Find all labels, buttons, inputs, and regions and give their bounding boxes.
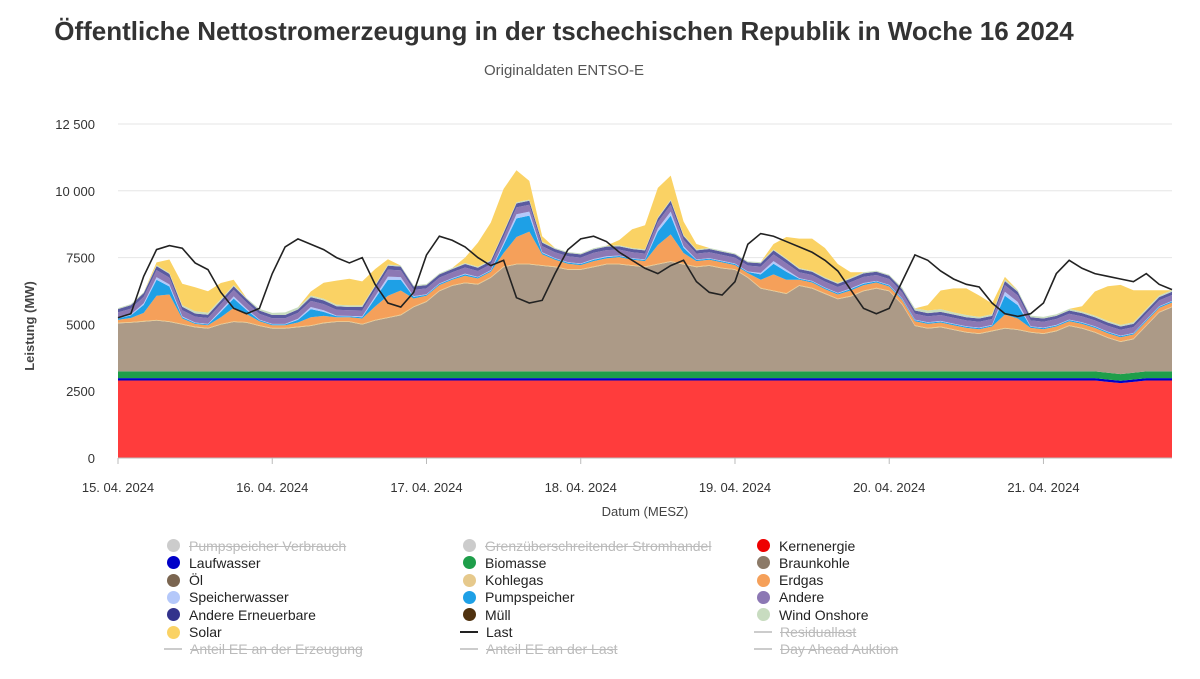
legend-item-kernenergie[interactable]: Kernenergie xyxy=(750,537,855,554)
legend-label: Grenzüberschreitender Stromhandel xyxy=(485,537,712,554)
legend-label: Wind Onshore xyxy=(779,606,869,623)
legend-item-pumpspeicher[interactable]: Pumpspeicher xyxy=(456,589,575,606)
legend-dot-marker xyxy=(463,556,476,570)
legend-dot-marker xyxy=(757,608,770,622)
x-tick-label: 20. 04. 2024 xyxy=(853,480,925,495)
legend-label: Erdgas xyxy=(779,572,824,589)
x-tick-label: 19. 04. 2024 xyxy=(699,480,771,495)
legend-item-m-ll[interactable]: Müll xyxy=(456,606,511,623)
legend-item-biomasse[interactable]: Biomasse xyxy=(456,554,546,571)
legend-line-marker xyxy=(460,631,478,633)
legend-label: Anteil EE an der Last xyxy=(486,641,618,658)
y-tick-label: 0 xyxy=(88,451,95,466)
legend-item-day-ahead-auktion[interactable]: Day Ahead Auktion xyxy=(750,641,898,658)
legend-dot-marker xyxy=(167,608,180,622)
legend-label: Last xyxy=(486,624,513,640)
legend-dot-marker xyxy=(167,625,180,639)
legend-item-andere-erneuerbare[interactable]: Andere Erneuerbare xyxy=(160,606,316,623)
legend-label: Speicherwasser xyxy=(189,589,289,606)
legend-dot-marker xyxy=(167,573,180,587)
legend-dot-marker xyxy=(463,539,476,552)
area-biomasse[interactable] xyxy=(118,371,1172,381)
x-tick-label: 18. 04. 2024 xyxy=(545,480,617,495)
legend-line-marker xyxy=(754,631,772,633)
area-erdgas[interactable] xyxy=(118,231,1172,342)
legend-label: Andere Erneuerbare xyxy=(189,606,316,623)
legend-dot-marker xyxy=(463,573,476,587)
legend-item-solar[interactable]: Solar xyxy=(160,624,222,641)
x-axis-title: Datum (MESZ) xyxy=(602,504,689,519)
legend-dot-marker xyxy=(463,608,476,622)
legend-item-laufwasser[interactable]: Laufwasser xyxy=(160,554,261,571)
y-tick-label: 10 000 xyxy=(55,184,95,199)
legend-line-marker xyxy=(164,648,182,651)
legend-label: Müll xyxy=(485,606,511,623)
legend-item-kohlegas[interactable]: Kohlegas xyxy=(456,572,543,589)
legend-label: Öl xyxy=(189,572,203,589)
x-tick-label: 15. 04. 2024 xyxy=(82,480,154,495)
legend-dot-marker xyxy=(757,573,770,587)
legend-item-braunkohle[interactable]: Braunkohle xyxy=(750,554,850,571)
y-axis-title: Leistung (MW) xyxy=(22,281,37,371)
y-axis: 0 2500 5000 7500 10 000 12 500 xyxy=(55,117,95,466)
area-solar[interactable] xyxy=(118,170,1172,325)
legend-label: Laufwasser xyxy=(189,554,261,571)
legend-line-marker xyxy=(460,648,478,651)
legend-label: Residuallast xyxy=(780,624,857,640)
area-kernenergie[interactable] xyxy=(118,380,1172,458)
legend-item-residuallast[interactable]: Residuallast xyxy=(750,624,856,641)
line-last[interactable] xyxy=(117,232,1173,319)
legend-dot-marker xyxy=(757,590,770,604)
y-tick-label: 12 500 xyxy=(55,117,95,132)
x-tick-label: 16. 04. 2024 xyxy=(236,480,308,495)
stacked-area-chart[interactable]: 0 2500 5000 7500 10 000 12 500 15. 04. 2024 16… xyxy=(0,100,1200,530)
area-laufwasser[interactable] xyxy=(118,378,1172,384)
legend-label: Biomasse xyxy=(485,554,547,571)
legend-dot-marker xyxy=(463,590,476,604)
area-braunkohle[interactable] xyxy=(118,261,1172,375)
legend-dot-marker xyxy=(167,556,180,570)
legend-item-last[interactable]: Last xyxy=(456,624,512,641)
legend-label: Day Ahead Auktion xyxy=(780,641,899,658)
x-tick-label: 17. 04. 2024 xyxy=(390,480,462,495)
x-axis: 15. 04. 2024 16. 04. 2024 17. 04. 2024 18. … xyxy=(82,457,1172,495)
legend-item-andere[interactable]: Andere xyxy=(750,589,824,606)
legend-item-speicherwasser[interactable]: Speicherwasser xyxy=(160,589,289,606)
y-tick-label: 5000 xyxy=(66,317,95,332)
legend-item--l[interactable]: Öl xyxy=(160,572,203,589)
legend-label: Pumpspeicher Verbrauch xyxy=(189,537,347,554)
chart-subtitle: Originaldaten ENTSO-E xyxy=(483,62,645,79)
y-tick-label: 7500 xyxy=(66,251,95,266)
legend-label: Braunkohle xyxy=(779,554,850,571)
legend-dot-marker xyxy=(167,539,180,552)
legend-label: Andere xyxy=(779,589,825,606)
y-tick-label: 2500 xyxy=(66,384,95,399)
chart-title: Öffentliche Nettostromerzeugung in der t… xyxy=(54,16,1074,46)
legend-label: Kohlegas xyxy=(485,572,544,589)
legend-item-erdgas[interactable]: Erdgas xyxy=(750,572,823,589)
line-series-group[interactable] xyxy=(117,232,1173,319)
legend-item-wind-onshore[interactable]: Wind Onshore xyxy=(750,606,868,623)
legend-dot-marker xyxy=(757,539,770,552)
legend-item-anteil-ee-an-der-erzeugung[interactable]: Anteil EE an der Erzeugung xyxy=(160,641,363,658)
legend-label: Solar xyxy=(189,624,222,640)
legend-line-marker xyxy=(754,648,772,651)
legend-label: Pumpspeicher xyxy=(485,589,575,606)
legend-label: Kernenergie xyxy=(779,537,856,554)
legend-item-pumpspeicher-verbrauch[interactable]: Pumpspeicher Verbrauch xyxy=(160,537,346,554)
legend-label: Anteil EE an der Erzeugung xyxy=(190,641,363,658)
legend-dot-marker xyxy=(167,590,180,604)
x-tick-label: 21. 04. 2024 xyxy=(1007,480,1079,495)
legend-dot-marker xyxy=(757,556,770,570)
legend-item-anteil-ee-an-der-last[interactable]: Anteil EE an der Last xyxy=(456,641,618,658)
area-series-group[interactable] xyxy=(118,170,1172,458)
legend-item-grenz-berschreitender-stromhandel[interactable]: Grenzüberschreitender Stromhandel xyxy=(456,537,711,554)
